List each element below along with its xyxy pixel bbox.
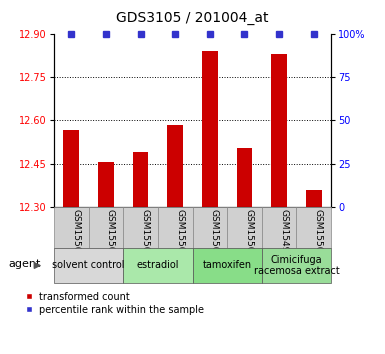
Bar xyxy=(167,125,183,207)
Text: GSM154972: GSM154972 xyxy=(279,209,288,264)
Text: GSM155005: GSM155005 xyxy=(314,209,323,264)
Bar xyxy=(192,207,227,248)
Bar xyxy=(227,207,262,248)
Text: agent: agent xyxy=(8,259,40,269)
Bar xyxy=(262,248,331,283)
Text: GSM155012: GSM155012 xyxy=(210,209,219,264)
Text: Cimicifuga
racemosa extract: Cimicifuga racemosa extract xyxy=(254,255,339,276)
Bar xyxy=(306,190,321,207)
Bar xyxy=(89,207,123,248)
Bar xyxy=(54,248,123,283)
Bar xyxy=(98,162,114,207)
Text: estradiol: estradiol xyxy=(137,261,179,270)
Bar xyxy=(123,207,158,248)
Bar xyxy=(158,207,192,248)
Bar xyxy=(262,207,296,248)
Text: GSM155009: GSM155009 xyxy=(175,209,184,264)
Bar xyxy=(271,54,287,207)
Legend: transformed count, percentile rank within the sample: transformed count, percentile rank withi… xyxy=(24,292,204,314)
Bar xyxy=(133,152,148,207)
Text: GSM155008: GSM155008 xyxy=(141,209,149,264)
Bar xyxy=(64,131,79,207)
Text: GSM155006: GSM155006 xyxy=(71,209,80,264)
Bar xyxy=(123,248,192,283)
Text: solvent control: solvent control xyxy=(52,261,125,270)
Text: GSM155007: GSM155007 xyxy=(106,209,115,264)
Bar xyxy=(192,248,262,283)
Text: tamoxifen: tamoxifen xyxy=(203,261,252,270)
Text: GDS3105 / 201004_at: GDS3105 / 201004_at xyxy=(116,11,269,25)
Text: GSM155013: GSM155013 xyxy=(244,209,253,264)
Bar xyxy=(202,51,218,207)
Bar xyxy=(296,207,331,248)
Bar xyxy=(54,207,89,248)
Bar xyxy=(237,148,252,207)
